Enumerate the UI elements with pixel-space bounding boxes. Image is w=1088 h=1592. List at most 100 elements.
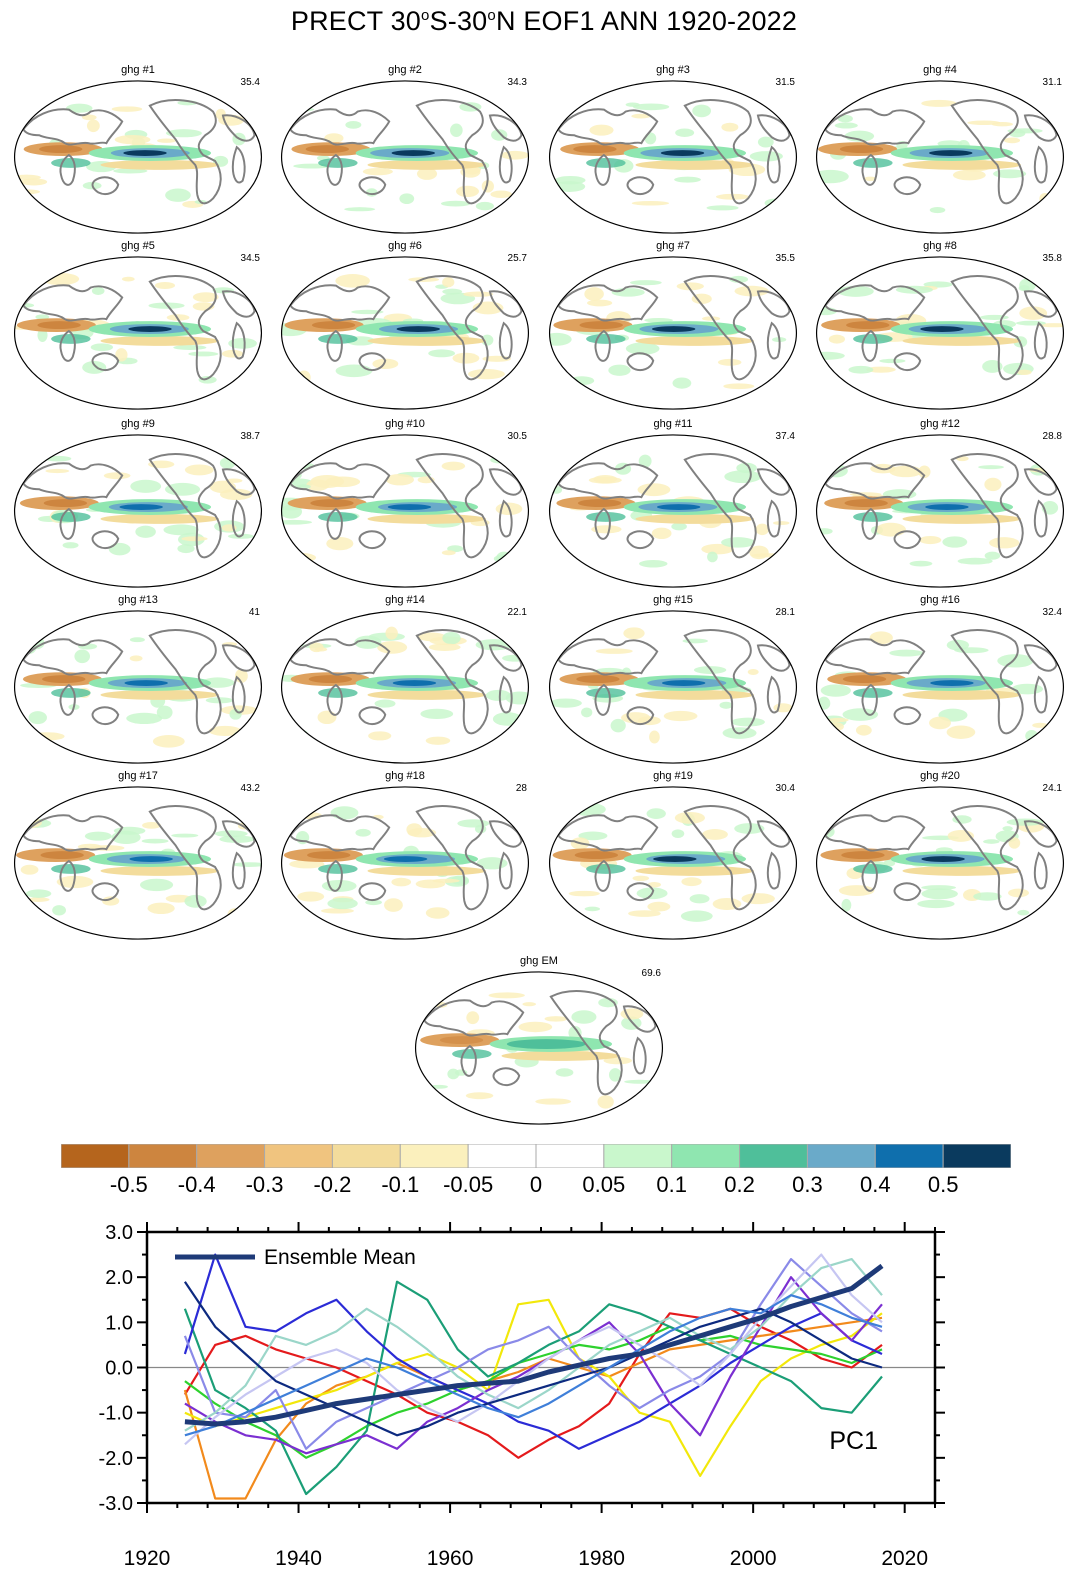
anomaly-patch (982, 360, 1003, 373)
anomaly-patch (103, 472, 131, 480)
coastline (415, 629, 489, 735)
coastline (824, 462, 926, 500)
coastline (632, 1036, 647, 1075)
map-frame (13, 256, 263, 410)
anomaly-positive-band (853, 511, 893, 522)
map-panel: ghg EM 69.6 (411, 955, 667, 1127)
anomaly-patch (417, 632, 446, 642)
anomaly-patch (837, 114, 853, 123)
title-part: N EOF1 ANN 1920-2022 (495, 6, 798, 36)
anomaly-patch (629, 280, 662, 286)
coastline (59, 859, 76, 892)
colorbar-label: 0.4 (859, 1172, 891, 1197)
anomaly-positive-core (128, 326, 172, 333)
map-frame (815, 434, 1065, 588)
coastline (415, 805, 489, 911)
map-frame (280, 256, 530, 410)
coastline (148, 805, 222, 911)
map-panel: ghg #16 32.4 (812, 594, 1068, 766)
anomaly-patch (555, 1068, 574, 1077)
anomaly-patch (984, 477, 1002, 492)
anomaly-patch (181, 536, 208, 542)
colorbar-swatch (331, 1143, 401, 1169)
anomaly-patch (52, 905, 67, 916)
panel-title: ghg #16 (920, 594, 960, 606)
y-tick-label: 0.0 (105, 1358, 133, 1380)
anomaly-negative-band (100, 865, 219, 876)
coastline (594, 507, 611, 540)
map-frame (13, 80, 263, 234)
anomaly-patch (115, 348, 128, 362)
map-frame (13, 434, 263, 588)
anomaly-patch (82, 114, 97, 121)
coastline (492, 1067, 521, 1087)
coastline (1033, 321, 1048, 360)
member-series-line (184, 1257, 883, 1432)
anomaly-positive-band (853, 863, 893, 874)
anomaly-patch (721, 537, 756, 548)
anomaly-patch (219, 488, 253, 501)
anomaly-patch (589, 124, 614, 136)
anomaly-patch (129, 655, 143, 662)
anomaly-patch (830, 204, 844, 216)
anomaly-patch (298, 812, 323, 820)
anomaly-patch (102, 896, 120, 906)
map-projection (280, 434, 530, 588)
anomaly-negative-core (839, 145, 884, 154)
map-panel: ghg #3 31.5 (545, 64, 801, 236)
coastline (91, 352, 120, 372)
anomaly-patch (74, 649, 91, 664)
panel-title: ghg #13 (118, 594, 158, 606)
coastline (498, 321, 513, 360)
map-frame (548, 434, 798, 588)
anomaly-patch (921, 885, 956, 891)
anomaly-patch (1038, 201, 1060, 210)
panel-title: ghg #12 (920, 418, 960, 430)
x-tick-label: 1920 (124, 1547, 171, 1570)
anomaly-patch (820, 684, 851, 697)
colorbar-label: -0.4 (177, 1172, 216, 1197)
anomaly-positive-core (925, 504, 969, 511)
panel-title: ghg #7 (656, 240, 690, 252)
anomaly-patch (90, 343, 114, 352)
coastline (148, 275, 222, 381)
anomaly-patch (214, 830, 248, 838)
coastline (326, 683, 343, 716)
anomaly-negative-band (902, 335, 1021, 346)
colorbar-label: -0.2 (313, 1172, 352, 1197)
anomaly-patch (734, 285, 769, 297)
anomaly-patch (952, 169, 986, 181)
anomaly-patch (584, 287, 604, 301)
anomaly-patch (993, 169, 1027, 179)
coastline (557, 638, 659, 676)
anomaly-patch (625, 342, 660, 355)
panel-explained-variance: 28 (515, 783, 527, 794)
map-projection (280, 610, 530, 764)
anomaly-patch (919, 535, 942, 545)
anomaly-positive-band (853, 333, 893, 344)
anomaly-positive-band (318, 333, 358, 344)
anomaly-patch (320, 908, 354, 914)
anomaly-negative-band (635, 335, 754, 346)
anomaly-patch (848, 365, 874, 374)
colorbar-label: -0.1 (381, 1172, 420, 1197)
anomaly-patch (420, 708, 454, 719)
anomaly-patch (749, 151, 783, 162)
anomaly-patch (909, 560, 933, 567)
colorbar-swatch (60, 1143, 130, 1169)
anomaly-positive-band (586, 333, 626, 344)
anomaly-patch (632, 875, 650, 881)
panel-title: ghg #19 (653, 770, 693, 782)
coastline (289, 814, 391, 852)
anomaly-patch (651, 527, 672, 540)
coastline (950, 275, 1024, 381)
anomaly-patch (142, 822, 162, 829)
anomaly-patch (1017, 909, 1030, 916)
anomaly-patch (502, 654, 528, 662)
anomaly-negative-core (37, 321, 81, 330)
anomaly-positive-band (318, 687, 358, 698)
anomaly-patch (984, 551, 1001, 560)
anomaly-patch (485, 689, 511, 701)
coastline (358, 530, 387, 550)
anomaly-patch (374, 699, 396, 708)
